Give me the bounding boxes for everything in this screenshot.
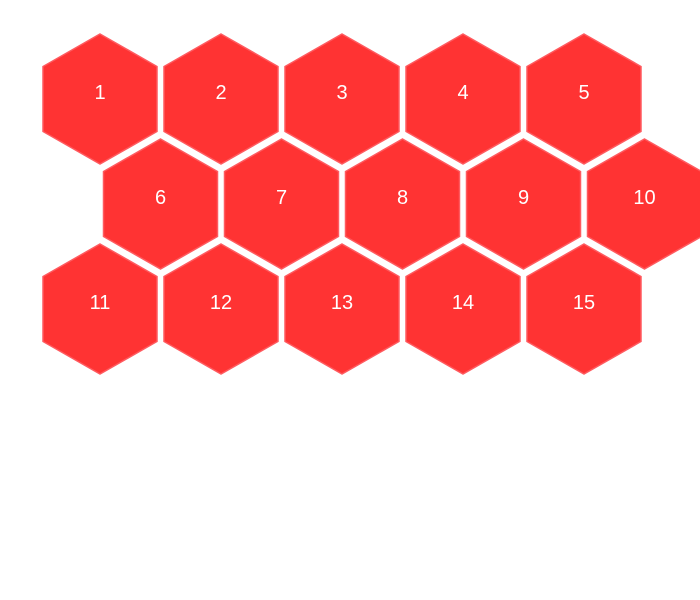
hexagon-10: 10 [586, 138, 700, 270]
hexagon-shape [284, 243, 400, 375]
hexagon-15: 15 [526, 243, 642, 375]
hexagon-shape [465, 138, 582, 270]
hexagon-shape [526, 33, 642, 165]
hexagon-11: 11 [42, 243, 158, 375]
hexagon-label: 7 [276, 187, 287, 209]
hexagon-5: 5 [526, 33, 642, 165]
hexagon-7: 7 [223, 138, 340, 270]
hexagon-shape [102, 138, 219, 270]
hexagon-6: 6 [102, 138, 219, 270]
hexagon-shape [405, 33, 521, 165]
hexagon-label: 9 [518, 187, 529, 209]
hexagon-shape [405, 243, 521, 375]
hexagon-shape [42, 243, 158, 375]
hexagon-label: 10 [633, 187, 655, 209]
hexagon-shape [284, 33, 400, 165]
hexagon-8: 8 [344, 138, 461, 270]
hexagon-label: 4 [457, 82, 468, 104]
hexagon-13: 13 [284, 243, 400, 375]
hexagon-shape [223, 138, 340, 270]
hexagon-9: 9 [465, 138, 582, 270]
hexagon-label: 13 [331, 292, 353, 314]
hexagon-label: 3 [336, 82, 347, 104]
hexagon-12: 12 [163, 243, 279, 375]
hexagon-label: 6 [155, 187, 166, 209]
hexagon-shape [344, 138, 461, 270]
hexagon-1: 1 [42, 33, 158, 165]
hexagon-14: 14 [405, 243, 521, 375]
hexagon-label: 12 [210, 292, 232, 314]
hexagon-label: 1 [94, 82, 105, 104]
hexagon-label: 15 [573, 292, 595, 314]
hexagon-label: 2 [215, 82, 226, 104]
hexagon-label: 8 [397, 187, 408, 209]
hexagon-shape [163, 33, 279, 165]
hexagon-shape [586, 138, 700, 270]
hexagon-shape [42, 33, 158, 165]
hexagon-shape [163, 243, 279, 375]
hexagon-label: 5 [578, 82, 589, 104]
hexagon-shape [526, 243, 642, 375]
hexagon-2: 2 [163, 33, 279, 165]
hexagon-label: 14 [452, 292, 474, 314]
hexagon-4: 4 [405, 33, 521, 165]
hexagon-3: 3 [284, 33, 400, 165]
hexagon-label: 11 [90, 292, 111, 314]
